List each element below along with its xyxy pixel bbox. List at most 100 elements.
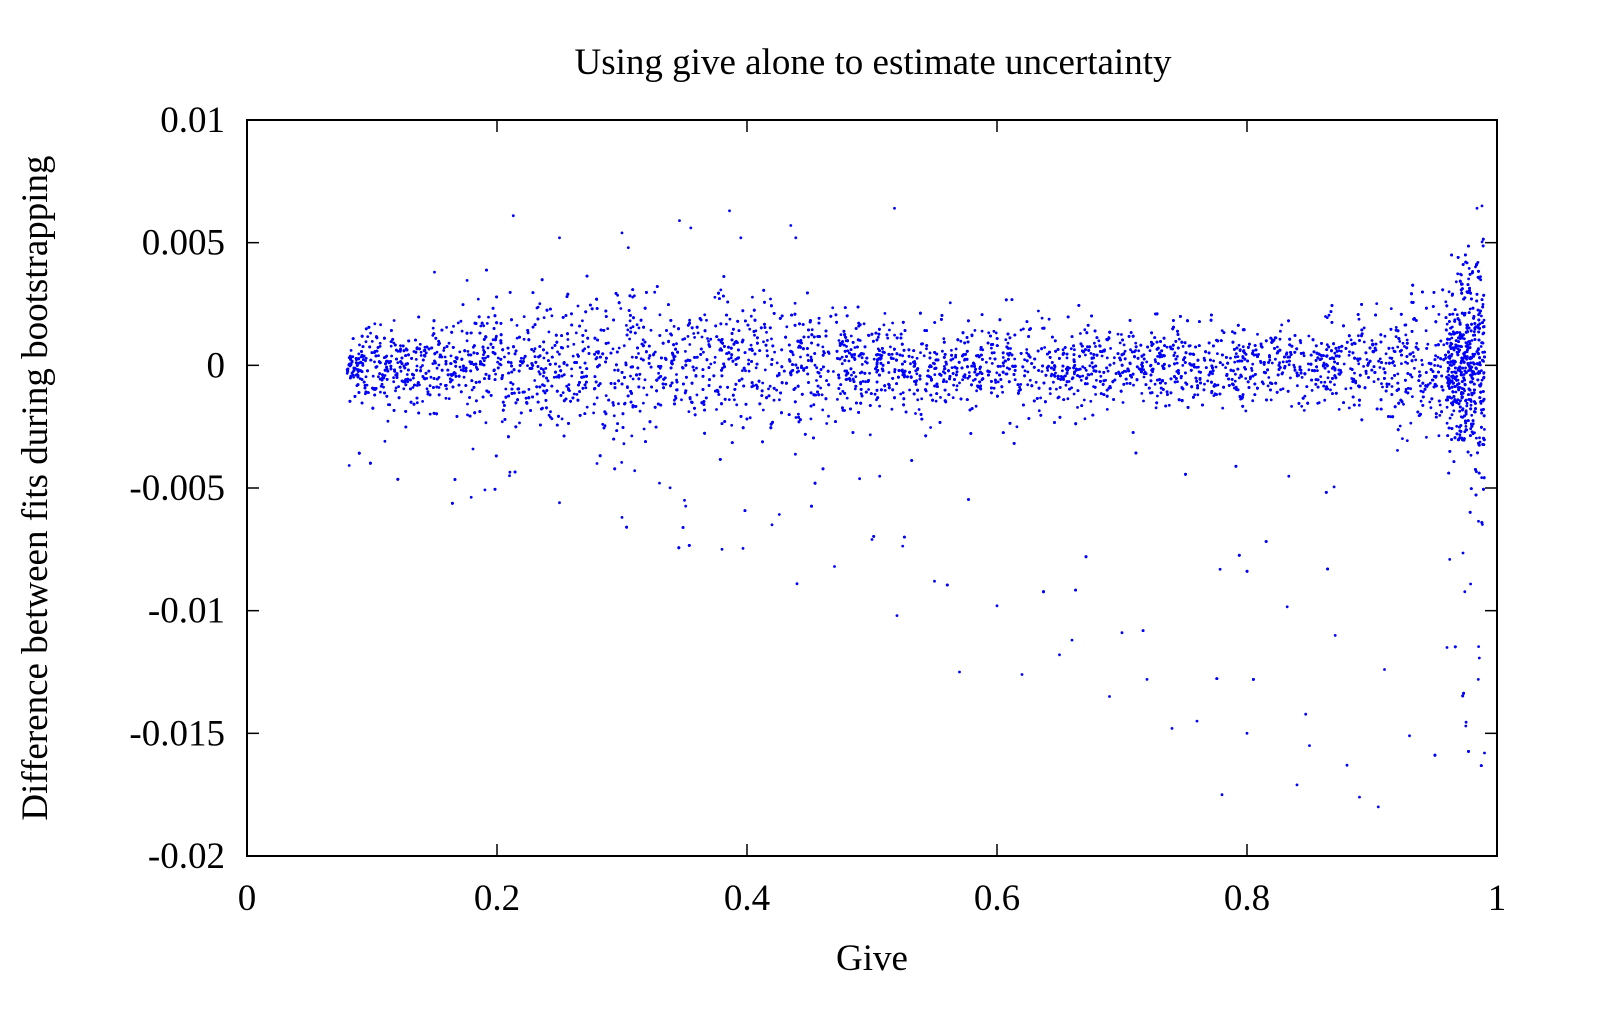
data-point bbox=[635, 323, 639, 327]
data-point bbox=[941, 349, 944, 353]
data-point bbox=[538, 302, 542, 306]
data-point bbox=[777, 513, 781, 516]
data-point bbox=[1464, 366, 1467, 370]
data-point bbox=[503, 355, 506, 359]
data-point bbox=[1105, 408, 1109, 411]
data-point bbox=[1140, 392, 1144, 395]
data-point bbox=[1468, 307, 1472, 311]
data-point bbox=[1375, 302, 1379, 305]
data-point bbox=[673, 398, 676, 402]
data-point bbox=[570, 374, 574, 378]
data-point bbox=[825, 422, 829, 425]
data-point bbox=[1025, 351, 1029, 355]
data-point bbox=[421, 400, 424, 403]
data-point bbox=[1327, 313, 1331, 317]
data-point bbox=[1401, 437, 1404, 440]
data-point bbox=[466, 350, 470, 353]
data-point bbox=[583, 347, 587, 351]
data-point bbox=[566, 345, 570, 348]
data-point bbox=[845, 396, 849, 400]
data-point bbox=[485, 322, 489, 325]
data-point bbox=[1181, 364, 1185, 367]
data-point bbox=[515, 336, 519, 340]
data-point bbox=[371, 374, 375, 378]
data-point bbox=[556, 350, 559, 354]
data-point bbox=[486, 346, 490, 350]
data-point bbox=[876, 335, 880, 339]
data-point bbox=[549, 410, 552, 414]
data-point bbox=[1052, 380, 1055, 384]
data-point bbox=[1164, 381, 1167, 385]
data-point bbox=[1469, 427, 1473, 431]
data-point bbox=[1426, 342, 1430, 346]
data-point bbox=[629, 374, 632, 378]
data-point bbox=[612, 414, 616, 418]
data-point bbox=[1307, 334, 1311, 338]
data-point bbox=[919, 351, 922, 354]
data-point bbox=[1404, 387, 1408, 391]
data-point bbox=[399, 369, 403, 373]
data-point bbox=[827, 414, 830, 418]
data-point bbox=[1129, 348, 1132, 352]
data-point bbox=[971, 379, 975, 382]
data-point bbox=[1233, 379, 1237, 383]
data-point bbox=[1023, 358, 1026, 361]
data-point bbox=[522, 315, 526, 318]
data-point bbox=[1019, 383, 1023, 386]
data-point bbox=[1047, 317, 1051, 321]
data-point bbox=[692, 332, 696, 335]
data-point bbox=[396, 361, 400, 364]
data-point bbox=[380, 382, 384, 386]
data-point bbox=[812, 403, 816, 407]
data-point bbox=[1451, 330, 1455, 334]
data-point bbox=[378, 341, 382, 345]
data-point bbox=[537, 370, 541, 373]
data-point bbox=[465, 339, 469, 343]
data-point bbox=[500, 420, 504, 424]
data-point bbox=[788, 358, 791, 361]
data-point bbox=[721, 366, 724, 370]
data-point bbox=[672, 325, 676, 328]
data-point bbox=[527, 388, 531, 391]
data-point bbox=[578, 366, 582, 369]
data-point bbox=[1419, 384, 1422, 388]
data-point bbox=[1083, 417, 1087, 421]
data-point bbox=[719, 288, 723, 292]
data-point bbox=[1270, 361, 1274, 365]
data-point bbox=[349, 349, 353, 352]
data-point bbox=[1234, 352, 1238, 355]
data-point bbox=[695, 393, 699, 397]
data-point bbox=[444, 396, 448, 400]
data-point bbox=[603, 424, 607, 428]
data-point bbox=[1221, 406, 1225, 410]
data-point bbox=[628, 337, 631, 341]
data-point bbox=[1482, 318, 1486, 322]
data-point bbox=[950, 366, 954, 369]
data-point bbox=[713, 355, 717, 359]
data-point bbox=[561, 391, 565, 394]
data-point bbox=[888, 328, 891, 332]
data-point bbox=[370, 340, 374, 343]
data-point bbox=[392, 341, 396, 345]
data-point bbox=[1434, 343, 1438, 347]
data-point bbox=[452, 324, 455, 328]
data-point bbox=[1133, 350, 1136, 354]
data-point bbox=[633, 294, 636, 298]
data-point bbox=[1009, 347, 1012, 350]
data-point bbox=[572, 392, 576, 396]
data-point bbox=[364, 359, 367, 363]
data-point bbox=[799, 355, 802, 359]
data-point bbox=[1446, 370, 1450, 373]
data-point bbox=[622, 442, 626, 446]
data-point bbox=[1459, 272, 1462, 276]
data-point bbox=[456, 321, 460, 325]
data-point bbox=[1461, 551, 1465, 555]
data-point bbox=[858, 477, 861, 481]
data-point bbox=[1307, 368, 1311, 372]
data-point bbox=[862, 322, 866, 326]
data-point bbox=[392, 319, 396, 322]
data-point bbox=[358, 343, 361, 347]
data-point bbox=[1339, 349, 1343, 353]
data-point bbox=[642, 427, 646, 431]
data-point bbox=[859, 392, 863, 396]
